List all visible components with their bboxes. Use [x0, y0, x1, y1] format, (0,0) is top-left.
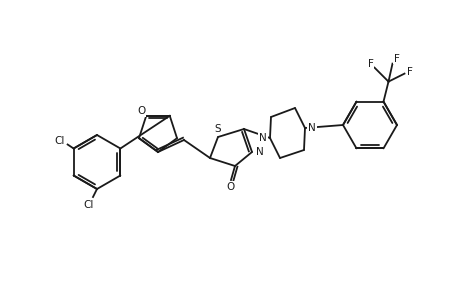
- Text: S: S: [214, 124, 221, 134]
- Text: F: F: [393, 54, 398, 64]
- Text: N: N: [308, 123, 315, 133]
- Text: Cl: Cl: [54, 136, 65, 146]
- Text: O: O: [137, 106, 145, 116]
- Text: N: N: [256, 147, 263, 157]
- Text: O: O: [226, 182, 235, 192]
- Text: Cl: Cl: [84, 200, 94, 210]
- Text: F: F: [406, 67, 412, 76]
- Text: F: F: [367, 58, 373, 69]
- Text: N: N: [258, 133, 266, 143]
